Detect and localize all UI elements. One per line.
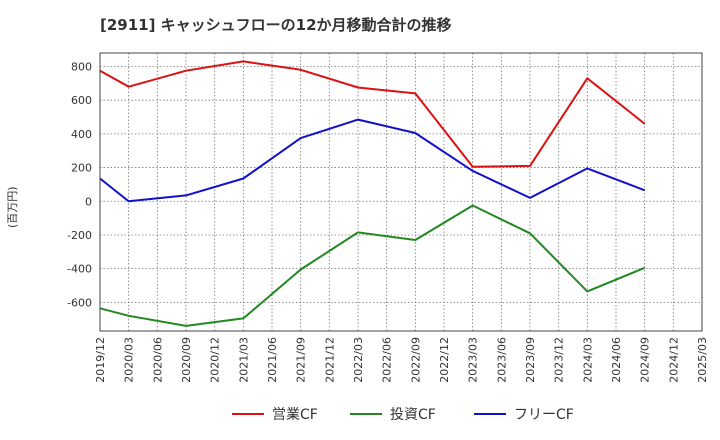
y-tick-label: 400 xyxy=(71,128,92,141)
y-tick-labels: 800 600 400 200 0 -200 -400 -600 xyxy=(67,60,92,309)
x-tick-label: 2024/12 xyxy=(667,337,680,383)
x-tick-label: 2020/09 xyxy=(180,337,193,383)
x-tick-label: 2023/09 xyxy=(524,337,537,383)
x-tick-label: 2020/06 xyxy=(151,337,164,383)
x-tick-label: 2021/03 xyxy=(237,337,250,383)
x-tick-label: 2022/06 xyxy=(381,337,394,383)
series-layer xyxy=(99,60,646,327)
y-tick-label: -400 xyxy=(67,263,92,276)
x-tick-label: 2021/09 xyxy=(295,337,308,383)
grid xyxy=(99,53,703,331)
series-line xyxy=(99,60,646,168)
x-tick-label: 2022/12 xyxy=(438,337,451,383)
x-tick-label: 2024/06 xyxy=(610,337,623,383)
x-tick-label: 2023/03 xyxy=(467,337,480,383)
plot-frame xyxy=(99,52,703,332)
x-tick-label: 2022/03 xyxy=(352,337,365,383)
legend-label: 営業CF xyxy=(272,407,318,423)
series-line xyxy=(99,118,646,203)
x-tick-labels: 2019/12 2020/03 2020/06 2020/09 2020/12 2021/… xyxy=(94,337,709,383)
x-tick-label: 2021/12 xyxy=(323,337,336,383)
y-tick-label: -600 xyxy=(67,296,92,309)
y-tick-label: 600 xyxy=(71,94,92,107)
y-tick-label: -200 xyxy=(67,229,92,242)
series-line xyxy=(99,204,646,327)
x-tick-label: 2020/03 xyxy=(123,337,136,383)
y-tick-label: 200 xyxy=(71,162,92,175)
legend: 営業CF 投資CF フリーCF xyxy=(232,407,574,423)
x-tick-label: 2025/03 xyxy=(696,337,709,383)
x-tick-label: 2024/03 xyxy=(581,337,594,383)
x-tick-label: 2022/09 xyxy=(409,337,422,383)
legend-label: フリーCF xyxy=(514,407,574,423)
y-tick-label: 800 xyxy=(71,60,92,73)
legend-label: 投資CF xyxy=(390,407,436,423)
chart-title: [2911] キャッシュフローの12か月移動合計の推移 xyxy=(100,16,452,34)
x-tick-label: 2023/12 xyxy=(553,337,566,383)
x-tick-label: 2023/06 xyxy=(495,337,508,383)
x-tick-label: 2020/12 xyxy=(209,337,222,383)
y-tick-label: 0 xyxy=(85,195,92,208)
x-tick-label: 2024/09 xyxy=(639,337,652,383)
x-tick-label: 2019/12 xyxy=(94,337,107,383)
x-tick-label: 2021/06 xyxy=(266,337,279,383)
